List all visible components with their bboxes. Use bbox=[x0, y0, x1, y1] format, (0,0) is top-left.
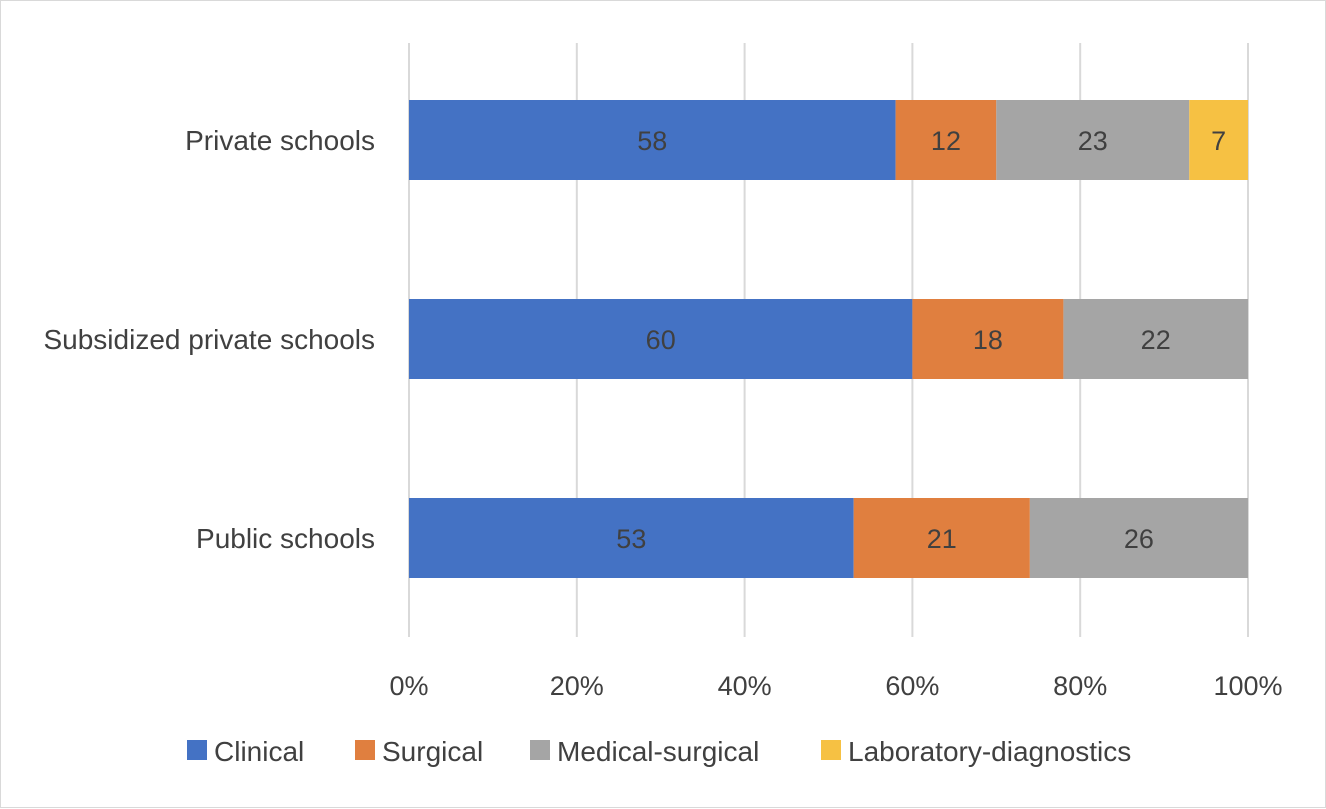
legend-swatch bbox=[821, 740, 841, 760]
legend-label: Surgical bbox=[382, 736, 483, 767]
legend-item: Clinical bbox=[187, 736, 304, 767]
category-labels: Private schools Subsidized private school… bbox=[43, 125, 375, 554]
x-tick-label: 20% bbox=[550, 671, 604, 701]
bar-segment bbox=[1029, 498, 1248, 578]
legend-item: Laboratory-diagnostics bbox=[821, 736, 1131, 767]
legend-item: Medical-surgical bbox=[530, 736, 759, 767]
legend-item: Surgical bbox=[355, 736, 483, 767]
bar-segment bbox=[409, 498, 854, 578]
x-tick-label: 0% bbox=[389, 671, 428, 701]
legend-label: Medical-surgical bbox=[557, 736, 759, 767]
legend-swatch bbox=[355, 740, 375, 760]
bar-segment bbox=[912, 299, 1064, 379]
data-label: 22 bbox=[1141, 325, 1171, 355]
data-label: 60 bbox=[646, 325, 676, 355]
bar-segment bbox=[409, 100, 896, 180]
legend-swatch bbox=[187, 740, 207, 760]
data-label: 26 bbox=[1124, 524, 1154, 554]
bar-segment bbox=[996, 100, 1190, 180]
bar-segment bbox=[853, 498, 1030, 578]
data-label: 53 bbox=[616, 524, 646, 554]
x-tick-label: 100% bbox=[1213, 671, 1282, 701]
x-tick-label: 60% bbox=[885, 671, 939, 701]
legend-label: Laboratory-diagnostics bbox=[848, 736, 1131, 767]
legend-label: Clinical bbox=[214, 736, 304, 767]
data-label: 7 bbox=[1211, 126, 1226, 156]
bars: 58 12 23 7 60 18 22 53 21 26 bbox=[409, 100, 1248, 578]
bar-segment bbox=[409, 299, 913, 379]
data-label: 12 bbox=[931, 126, 961, 156]
data-label: 18 bbox=[973, 325, 1003, 355]
category-label: Private schools bbox=[185, 125, 375, 156]
category-label: Public schools bbox=[196, 523, 375, 554]
category-label: Subsidized private schools bbox=[43, 324, 375, 355]
data-label: 23 bbox=[1078, 126, 1108, 156]
bar-segment bbox=[1063, 299, 1248, 379]
bar-segment bbox=[895, 100, 997, 180]
data-label: 58 bbox=[637, 126, 667, 156]
data-label: 21 bbox=[927, 524, 957, 554]
x-tick-label: 80% bbox=[1053, 671, 1107, 701]
legend: Clinical Surgical Medical-surgical Laborato… bbox=[187, 736, 1131, 767]
legend-swatch bbox=[530, 740, 550, 760]
bar-segment bbox=[1189, 100, 1248, 180]
x-tick-label: 40% bbox=[718, 671, 772, 701]
x-axis-ticks: 0% 20% 40% 60% 80% 100% bbox=[389, 671, 1282, 701]
